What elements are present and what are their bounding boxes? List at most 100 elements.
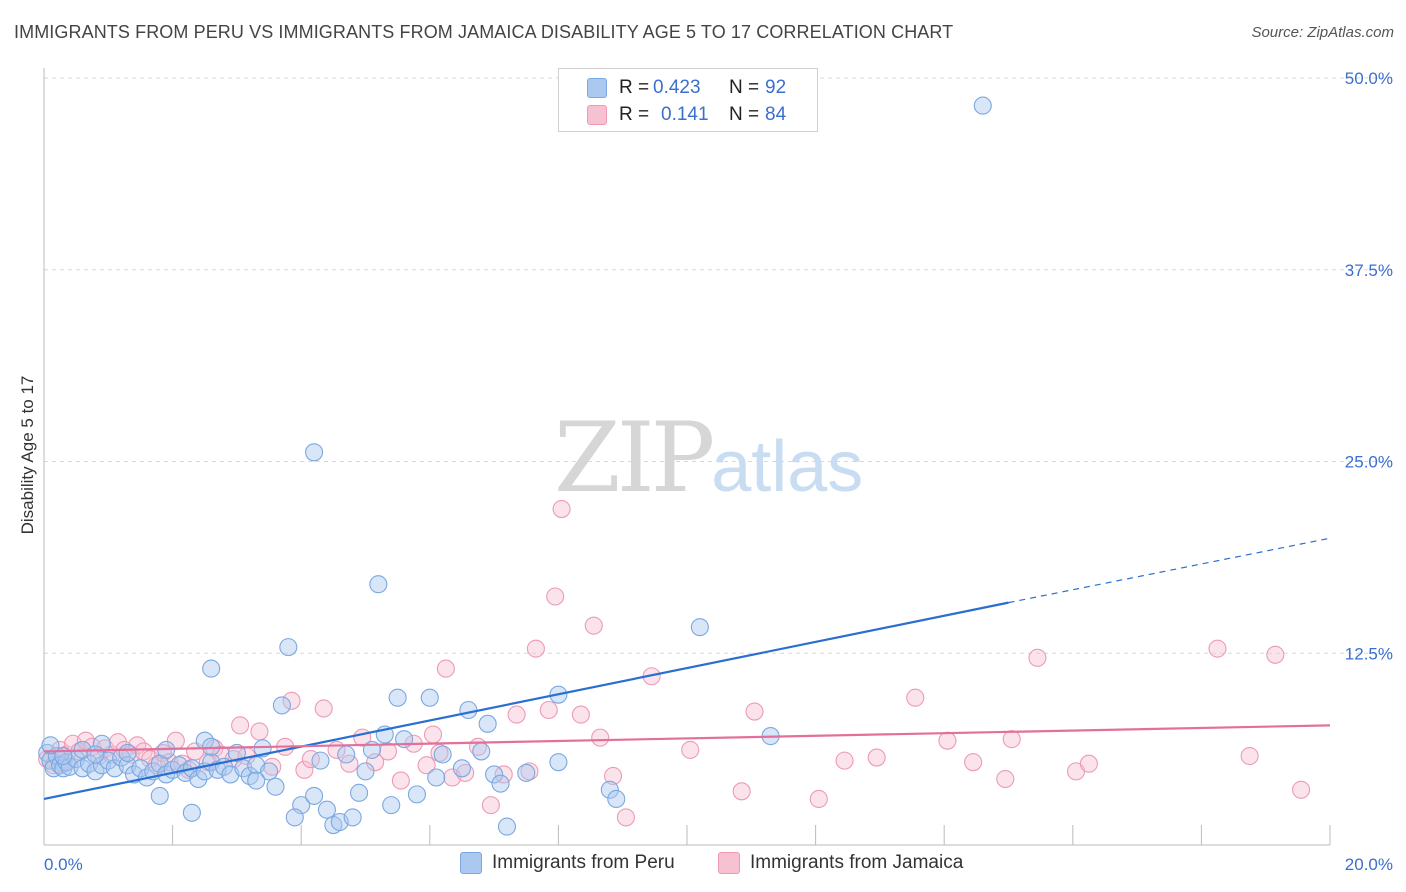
jamaica-point [507,705,526,724]
jamaica-n-value: 84 [765,104,787,125]
peru-point [369,575,388,594]
peru-point [420,688,439,707]
bottom-legend-peru: Immigrants from Peru [460,852,675,874]
peru-point [86,745,105,764]
jamaica-point [591,728,610,747]
peru-point [607,789,626,809]
jamaica-point [1079,754,1098,773]
bottom-legend-jamaica: Immigrants from Jamaica [718,852,963,874]
jamaica-trend-line [43,724,1331,753]
jamaica-point [867,748,886,767]
jamaica-point [571,705,590,724]
peru-trend-line [43,601,1009,801]
jamaica-point [809,789,828,809]
jamaica-point [681,740,700,759]
peru-point [485,765,504,784]
peru-legend-swatch [460,852,482,874]
jamaica-point [231,716,250,735]
peru-point [182,803,201,822]
peru-point [202,659,221,678]
peru-point [317,800,336,819]
jamaica-point [314,699,333,718]
jamaica-point [745,702,764,721]
trend-layer [43,537,1331,801]
peru-point [433,745,452,764]
jamaica-point [938,731,957,750]
jamaica-point [391,771,410,790]
peru-point [227,743,246,763]
x-tick-label: 20.0% [1345,855,1393,874]
jamaica-point [1266,645,1285,664]
axis-layer [43,68,1331,846]
peru-trend-extension [1008,537,1331,604]
x-tick-label: 0.0% [44,855,83,874]
jamaica-point [1028,648,1047,667]
grid-layer [44,77,1392,654]
jamaica-point [417,756,436,775]
jamaica-point [423,725,443,744]
peru-point [150,786,169,805]
peru-point [497,817,517,836]
peru-swatch [587,78,607,98]
jamaica-point [1002,730,1021,749]
jamaica-point [996,769,1015,789]
y-tick-label: 25.0% [1345,453,1393,472]
peru-r-label: R = [619,77,650,98]
peru-point [266,777,285,796]
legend-row-jamaica: R = 0.141 N = 84 [559,102,817,128]
jamaica-r-value: 0.141 [661,104,709,125]
jamaica-point [552,500,571,519]
peru-point [350,783,369,802]
jamaica-point [584,616,603,635]
source-label: Source: ZipAtlas.com [1251,24,1394,41]
jamaica-point [295,760,314,779]
jamaica-n-label: N = [729,104,760,125]
peru-point [382,796,401,815]
y-tick-label: 50.0% [1345,69,1393,88]
peru-point [189,769,208,789]
peru-point [356,762,375,781]
peru-point [478,714,497,733]
peru-point [973,96,992,115]
peru-point [407,785,426,804]
peru-point [279,638,298,657]
watermark-atlas: atlas [711,427,864,507]
jamaica-swatch [587,105,607,125]
peru-point [337,745,356,764]
jamaica-point [616,808,635,827]
peru-point [305,786,324,805]
jamaica-point [546,587,565,606]
peru-point [427,768,446,787]
jamaica-point [835,751,854,770]
peru-point [517,763,536,782]
peru-point [305,443,324,462]
jamaica-point [906,688,925,707]
jamaica-legend-swatch [718,852,740,874]
tick-label-layer: 12.5% 25.0% 37.5% 50.0% 0.0% 20.0% [44,69,1393,874]
peru-legend-label: Immigrants from Peru [492,852,675,873]
correlation-legend: R = 0.423 N = 92 R = 0.141 N = 84 [558,68,818,132]
peru-point [690,618,709,637]
peru-point [388,688,407,707]
peru-n-value: 92 [765,77,787,98]
peru-point [118,743,137,763]
peru-point [343,808,362,827]
watermark-zip: ZIP [554,402,715,514]
jamaica-point [520,762,539,781]
peru-r-value: 0.423 [653,77,701,98]
peru-points [38,96,992,836]
y-tick-label: 37.5% [1345,261,1393,280]
peru-point [272,696,291,715]
peru-point [92,734,111,753]
y-tick-label: 12.5% [1345,644,1393,663]
jamaica-point [964,753,983,772]
peru-point [472,742,491,761]
jamaica-point [1292,780,1311,799]
jamaica-point [250,722,269,741]
legend-row-peru: R = 0.423 N = 92 [559,75,817,101]
jamaica-point [539,700,558,720]
peru-point [311,751,330,770]
peru-point [452,759,472,778]
jamaica-point [481,796,500,815]
